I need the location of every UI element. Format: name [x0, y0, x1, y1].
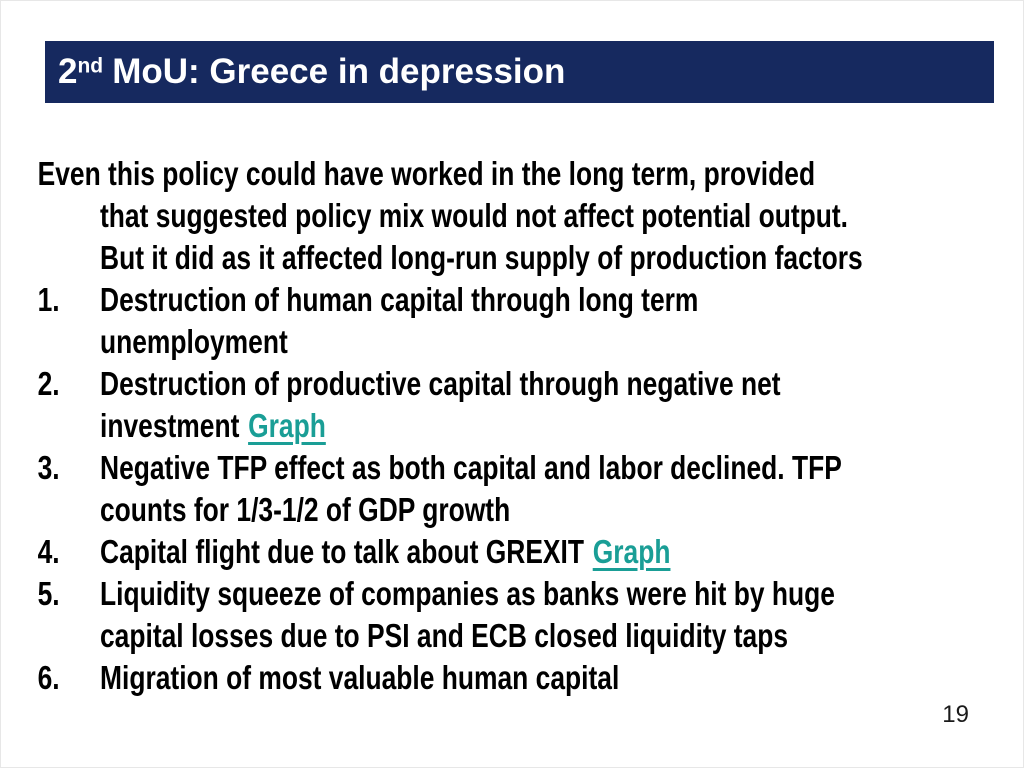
list-item-6-text: Migration of most valuable human capital [100, 659, 620, 696]
list-item-1-text: Destruction of human capital through lon… [100, 281, 699, 318]
page-number: 19 [942, 701, 969, 728]
list-item-5-continuation: capital losses due to PSI and ECB closed… [100, 617, 789, 654]
intro-line-3: But it did as it affected long-run suppl… [100, 239, 863, 276]
list-item-3: 3. Negative TFP effect as both capital an… [38, 447, 1024, 489]
title-rest: MoU: Greece in depression [112, 52, 566, 91]
list-number-6: 6. [37, 659, 60, 696]
list-item-1-continuation: unemployment [100, 323, 288, 360]
list-item-5: 5. Liquidity squeeze of companies as bank… [38, 573, 1024, 615]
list-number-3: 3. [37, 449, 60, 486]
list-item-4: 4. Capital flight due to talk about GREXI… [38, 531, 1024, 573]
list-item-2-continuation-text: investment [100, 407, 240, 444]
slide-title: 2nd MoU: Greece in depression [58, 52, 565, 92]
intro-line-2: that suggested policy mix would not affe… [100, 197, 849, 234]
slide-title-bar: 2nd MoU: Greece in depression [45, 41, 994, 103]
slide-body: Even this policy could have worked in th… [0, 153, 1024, 699]
list-number-4: 4. [37, 533, 60, 570]
title-number: 2 [58, 52, 78, 91]
list-item-6: 6. Migration of most valuable human capit… [38, 657, 1024, 699]
graph-link-investment[interactable]: Graph [248, 407, 326, 444]
intro-line-1: Even this policy could have worked in th… [37, 155, 816, 192]
list-item-1: 1. Destruction of human capital through l… [38, 279, 1024, 321]
list-item-2-text: Destruction of productive capital throug… [100, 365, 781, 402]
list-number-2: 2. [37, 365, 60, 402]
list-item-2-continuation: investment Graph [38, 405, 1024, 447]
list-number-1: 1. [37, 281, 60, 318]
list-item-5-text: Liquidity squeeze of companies as banks … [100, 575, 835, 612]
list-number-5: 5. [37, 575, 60, 612]
list-item-4-text: Capital flight due to talk about GREXIT [100, 533, 585, 570]
list-item-2: 2. Destruction of productive capital thro… [38, 363, 1024, 405]
list-item-3-text: Negative TFP effect as both capital and … [100, 449, 842, 486]
list-item-3-continuation: counts for 1/3-1/2 of GDP growth [100, 491, 511, 528]
graph-link-grexit[interactable]: Graph [592, 533, 671, 570]
title-ordinal-superscript: nd [77, 54, 104, 78]
